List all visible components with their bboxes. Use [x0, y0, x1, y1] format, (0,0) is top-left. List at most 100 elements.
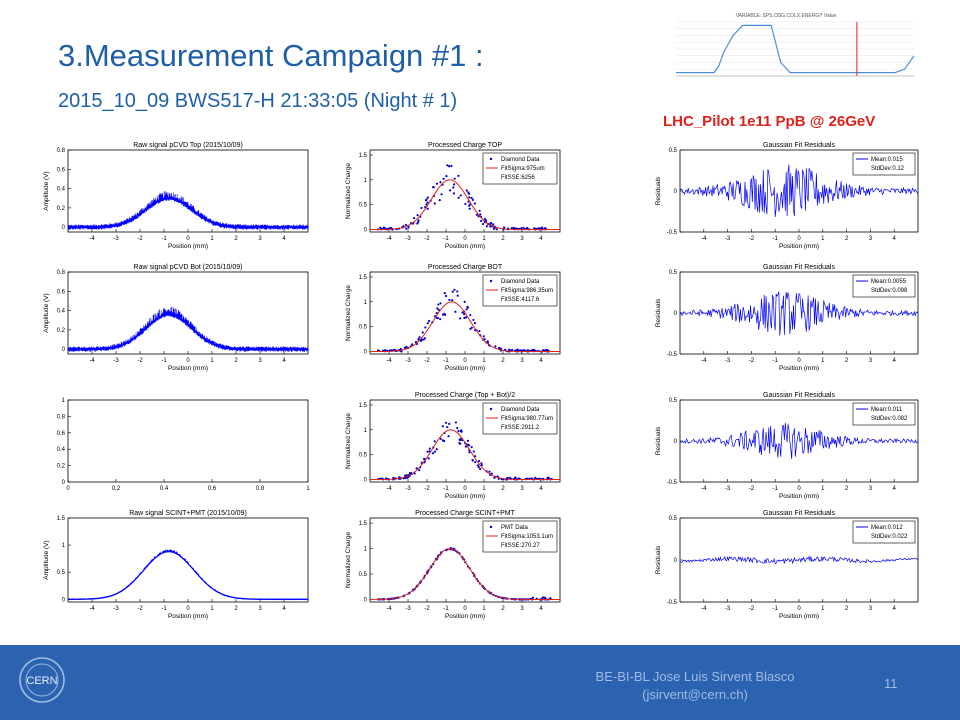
y-tick-label: 0	[62, 480, 66, 486]
x-tick-label: 1	[210, 606, 214, 612]
y-tick-label: 0	[364, 478, 368, 484]
data-point	[456, 290, 459, 293]
plot-title: Processed Charge SCINT+PMT	[415, 510, 516, 517]
x-tick-label: -4	[701, 486, 707, 492]
x-tick-label: 4	[893, 606, 897, 612]
data-point	[523, 349, 526, 352]
data-point	[468, 196, 471, 199]
plot-title: Processed Charge (Top + Bot)/2	[415, 392, 515, 399]
data-point	[478, 209, 481, 212]
data-point	[473, 322, 477, 325]
y-tick-label: 1	[62, 543, 66, 549]
data-point	[483, 217, 487, 221]
data-point	[453, 177, 456, 180]
data-point	[426, 196, 429, 199]
x-tick-label: -4	[386, 236, 392, 242]
data-point	[437, 303, 440, 306]
x-tick-label: 3	[258, 606, 262, 612]
x-tick-label: -4	[89, 606, 95, 612]
x-tick-label: -3	[405, 486, 411, 492]
y-tick-label: 0.6	[57, 289, 66, 295]
y-tick-label: 0	[62, 347, 66, 353]
y-tick-label: 0	[62, 597, 66, 603]
chart-panel-11: Processed Charge SCINT+PMT Position (mm) N…	[345, 510, 561, 620]
data-point	[461, 311, 464, 314]
x-tick-label: 0	[463, 236, 467, 242]
data-point	[482, 335, 485, 338]
residual-trace	[679, 291, 919, 336]
legend-entry: Mean:0.011	[871, 407, 903, 413]
y-axis-label: Amplitude (V)	[43, 540, 50, 579]
x-tick-label: 4	[893, 236, 897, 242]
data-point	[456, 294, 459, 297]
y-tick-label: 1	[364, 428, 368, 434]
y-tick-label: -0.5	[667, 480, 678, 486]
legend-entry: StdDev:0.082	[871, 416, 908, 422]
x-tick-label: 2	[501, 358, 505, 364]
y-tick-label: 0	[364, 350, 368, 356]
residual-trace	[679, 164, 919, 217]
data-point	[463, 312, 466, 316]
x-tick-label: 3	[520, 358, 524, 364]
chart-panel-9: Gaussian Fit Residuals Position (mm) Resid…	[655, 392, 919, 500]
svg-text:CERN: CERN	[26, 675, 57, 687]
data-point	[478, 330, 481, 333]
raw-signal-trace	[67, 306, 309, 352]
y-tick-label: 0	[674, 558, 678, 564]
data-point	[510, 227, 513, 230]
data-point	[413, 217, 416, 220]
data-point	[451, 299, 454, 302]
raw-signal-envelope	[68, 551, 308, 600]
data-point	[432, 186, 435, 189]
y-tick-label: 0	[674, 439, 678, 445]
chart-panel-7: 0 0.2 0.4 0.6 0.8 1 0 0.2 0.4 0.6 0.8 1	[57, 398, 311, 492]
x-tick-label: 2	[845, 606, 849, 612]
plot-title: Raw signal SCINT+PMT (2015/10/09)	[129, 510, 247, 517]
data-point	[431, 452, 435, 455]
x-tick-label: 0	[186, 358, 190, 364]
x-tick-label: 0	[463, 486, 467, 492]
x-axis-label: Position (mm)	[168, 613, 208, 620]
data-point	[479, 213, 482, 216]
x-tick-label: 1	[210, 358, 214, 364]
data-point	[480, 462, 483, 465]
x-tick-label: -1	[443, 606, 449, 612]
x-axis-label: Position (mm)	[445, 613, 485, 620]
x-tick-label: -3	[405, 358, 411, 364]
x-tick-label: -2	[137, 236, 143, 242]
data-point	[433, 440, 436, 443]
y-tick-label: 1	[364, 178, 368, 184]
data-point	[457, 174, 460, 177]
data-point	[437, 308, 440, 311]
data-point	[474, 455, 477, 458]
x-tick-label: 4	[282, 358, 286, 364]
x-tick-label: -4	[701, 358, 707, 364]
x-tick-label: -2	[424, 358, 430, 364]
data-point	[465, 189, 468, 192]
x-tick-label: -2	[424, 606, 430, 612]
legend-entry: Mean:0.015	[871, 157, 903, 163]
chart-panel-5: Processed Charge BOT Position (mm) Normali…	[345, 264, 561, 372]
x-axis-label: Position (mm)	[779, 493, 819, 500]
x-tick-label: -3	[725, 606, 731, 612]
data-point	[418, 336, 421, 339]
cern-logo-icon: CERN	[19, 657, 65, 703]
y-axis-label: Amplitude (V)	[43, 171, 50, 210]
data-point	[480, 219, 483, 222]
data-point	[435, 316, 439, 319]
legend-entry: FitSigma:986.35um	[501, 288, 553, 294]
x-tick-label: 1	[821, 606, 825, 612]
x-tick-label: 0.8	[256, 486, 265, 492]
y-tick-label: 0.5	[669, 516, 678, 522]
data-point	[421, 331, 424, 334]
residual-trace	[679, 555, 919, 565]
data-point	[457, 430, 460, 433]
x-tick-label: 0	[463, 606, 467, 612]
x-axis-label: Position (mm)	[445, 365, 485, 372]
x-tick-label: 0	[66, 486, 70, 492]
data-point	[448, 189, 452, 192]
data-point	[477, 466, 480, 469]
data-point	[424, 199, 428, 202]
data-point	[479, 467, 482, 471]
residual-trace	[679, 422, 919, 459]
